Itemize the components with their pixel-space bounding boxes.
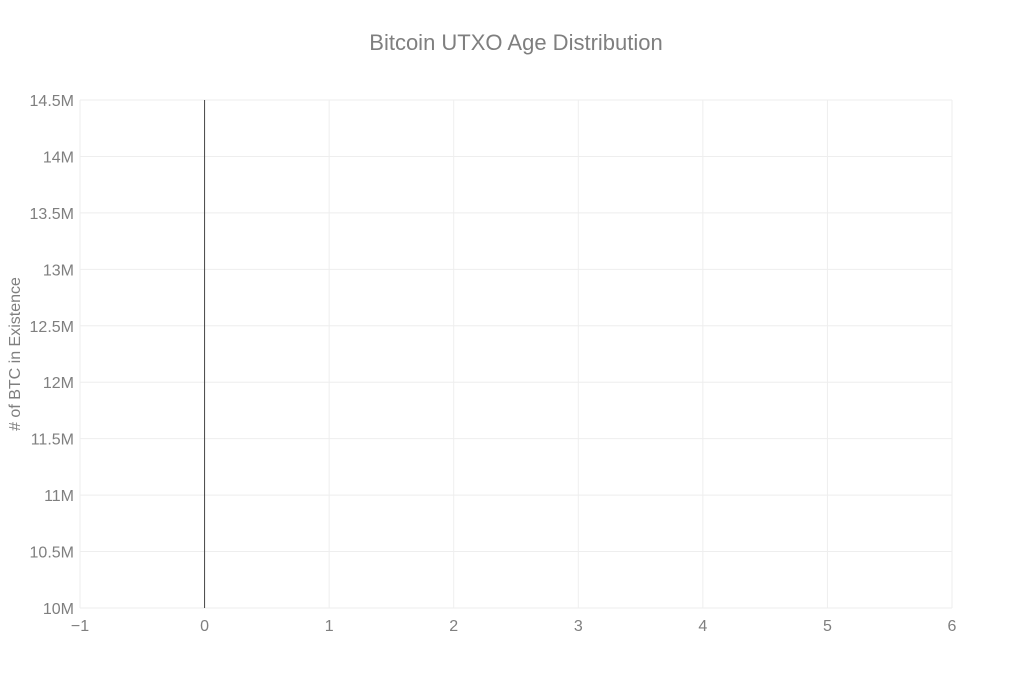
grid-layer [79, 99, 953, 609]
x-tick-label: 1 [325, 618, 334, 635]
chart-title: Bitcoin UTXO Age Distribution [369, 30, 662, 55]
y-tick-label: 11M [44, 488, 74, 505]
y-tick-label: 12M [43, 375, 74, 392]
y-axis-label: # of BTC in Existence [7, 277, 24, 431]
x-tick-label: 0 [200, 618, 209, 635]
y-tick-label: 11.5M [31, 432, 74, 449]
y-tick-label: 13M [43, 262, 74, 279]
y-tick-label: 13.5M [30, 206, 74, 223]
x-tick-labels: −1 0 1 2 3 4 5 6 [71, 618, 957, 635]
y-tick-label: 14M [43, 149, 74, 166]
y-tick-label: 14.5M [30, 93, 74, 110]
y-tick-label: 10.5M [30, 545, 74, 562]
x-tick-label: 5 [823, 618, 832, 635]
x-tick-label: −1 [71, 618, 89, 635]
x-tick-label: 6 [948, 618, 957, 635]
y-tick-label: 10M [43, 601, 74, 618]
x-tick-label: 2 [449, 618, 458, 635]
x-tick-label: 4 [698, 618, 707, 635]
y-tick-labels: 10M 10.5M 11M 11.5M 12M 12.5M 13M 13.5M 14M 14.5M [30, 93, 74, 618]
x-tick-label: 3 [574, 618, 583, 635]
y-tick-label: 12.5M [30, 319, 74, 336]
